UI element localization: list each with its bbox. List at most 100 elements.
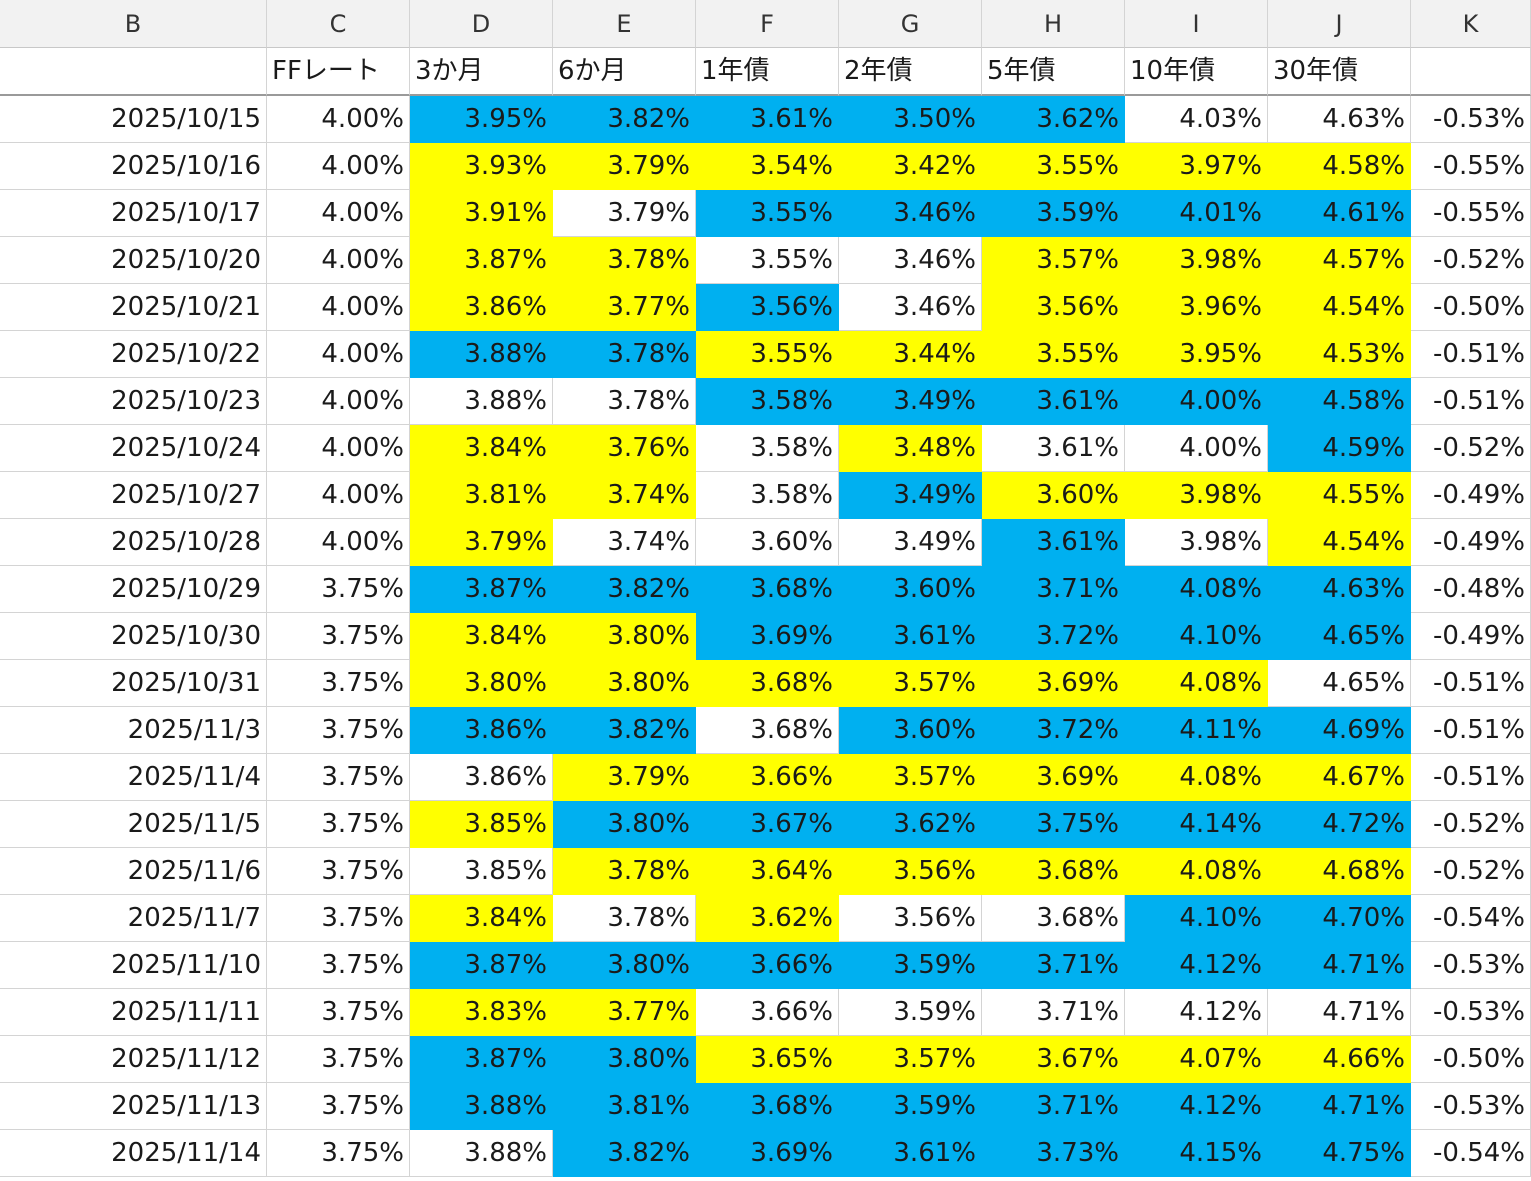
yield-cell-d[interactable]: 3.88% [410, 378, 553, 425]
ff-rate-cell[interactable]: 4.00% [267, 425, 410, 472]
spread-cell[interactable]: -0.50% [1411, 1036, 1531, 1083]
column-header-j[interactable]: J [1268, 0, 1411, 48]
yield-cell-h[interactable]: 3.75% [982, 801, 1125, 848]
spread-cell[interactable]: -0.51% [1411, 707, 1531, 754]
ff-rate-cell[interactable]: 3.75% [267, 1083, 410, 1130]
ff-rate-cell[interactable]: 3.75% [267, 707, 410, 754]
yield-cell-f[interactable]: 3.55% [696, 237, 839, 284]
yield-cell-d[interactable]: 3.85% [410, 801, 553, 848]
yield-cell-f[interactable]: 3.65% [696, 1036, 839, 1083]
ff-rate-cell[interactable]: 4.00% [267, 143, 410, 190]
yield-cell-f[interactable]: 3.68% [696, 707, 839, 754]
yield-cell-j[interactable]: 4.65% [1268, 613, 1411, 660]
spread-cell[interactable]: -0.52% [1411, 848, 1531, 895]
yield-cell-i[interactable]: 4.10% [1125, 895, 1268, 942]
date-cell[interactable]: 2025/10/21 [0, 284, 267, 331]
ff-rate-cell[interactable]: 4.00% [267, 472, 410, 519]
yield-cell-e[interactable]: 3.80% [553, 942, 696, 989]
date-cell[interactable]: 2025/11/6 [0, 848, 267, 895]
yield-cell-e[interactable]: 3.80% [553, 660, 696, 707]
date-cell[interactable]: 2025/10/15 [0, 96, 267, 143]
yield-cell-e[interactable]: 3.82% [553, 566, 696, 613]
date-cell[interactable]: 2025/11/12 [0, 1036, 267, 1083]
header-cell-h[interactable]: 5年債 [982, 48, 1125, 96]
yield-cell-i[interactable]: 3.96% [1125, 284, 1268, 331]
yield-cell-h[interactable]: 3.61% [982, 519, 1125, 566]
yield-cell-e[interactable]: 3.78% [553, 237, 696, 284]
ff-rate-cell[interactable]: 3.75% [267, 848, 410, 895]
ff-rate-cell[interactable]: 4.00% [267, 331, 410, 378]
yield-cell-j[interactable]: 4.65% [1268, 660, 1411, 707]
yield-cell-j[interactable]: 4.71% [1268, 989, 1411, 1036]
yield-cell-d[interactable]: 3.87% [410, 237, 553, 284]
yield-cell-e[interactable]: 3.78% [553, 331, 696, 378]
header-cell-b[interactable] [0, 48, 267, 96]
spread-cell[interactable]: -0.49% [1411, 613, 1531, 660]
yield-cell-e[interactable]: 3.80% [553, 801, 696, 848]
yield-cell-d[interactable]: 3.85% [410, 848, 553, 895]
yield-cell-j[interactable]: 4.67% [1268, 754, 1411, 801]
yield-cell-g[interactable]: 3.49% [839, 378, 982, 425]
yield-cell-j[interactable]: 4.75% [1268, 1130, 1411, 1177]
yield-cell-e[interactable]: 3.77% [553, 989, 696, 1036]
yield-cell-e[interactable]: 3.76% [553, 425, 696, 472]
yield-cell-d[interactable]: 3.87% [410, 1036, 553, 1083]
yield-cell-i[interactable]: 4.03% [1125, 96, 1268, 143]
date-cell[interactable]: 2025/11/7 [0, 895, 267, 942]
spread-cell[interactable]: -0.49% [1411, 472, 1531, 519]
yield-cell-d[interactable]: 3.95% [410, 96, 553, 143]
date-cell[interactable]: 2025/10/20 [0, 237, 267, 284]
yield-cell-j[interactable]: 4.72% [1268, 801, 1411, 848]
yield-cell-i[interactable]: 4.08% [1125, 848, 1268, 895]
yield-cell-d[interactable]: 3.86% [410, 284, 553, 331]
yield-cell-f[interactable]: 3.60% [696, 519, 839, 566]
date-cell[interactable]: 2025/11/5 [0, 801, 267, 848]
yield-cell-h[interactable]: 3.72% [982, 613, 1125, 660]
date-cell[interactable]: 2025/11/10 [0, 942, 267, 989]
yield-cell-h[interactable]: 3.73% [982, 1130, 1125, 1177]
yield-cell-i[interactable]: 4.14% [1125, 801, 1268, 848]
yield-cell-f[interactable]: 3.58% [696, 425, 839, 472]
date-cell[interactable]: 2025/10/16 [0, 143, 267, 190]
date-cell[interactable]: 2025/10/17 [0, 190, 267, 237]
yield-cell-h[interactable]: 3.57% [982, 237, 1125, 284]
column-header-d[interactable]: D [410, 0, 553, 48]
yield-cell-i[interactable]: 4.08% [1125, 660, 1268, 707]
yield-cell-j[interactable]: 4.59% [1268, 425, 1411, 472]
yield-cell-h[interactable]: 3.72% [982, 707, 1125, 754]
spread-cell[interactable]: -0.53% [1411, 942, 1531, 989]
ff-rate-cell[interactable]: 4.00% [267, 519, 410, 566]
yield-cell-f[interactable]: 3.66% [696, 989, 839, 1036]
date-cell[interactable]: 2025/11/14 [0, 1130, 267, 1177]
spread-cell[interactable]: -0.52% [1411, 425, 1531, 472]
header-cell-j[interactable]: 30年債 [1268, 48, 1411, 96]
column-header-c[interactable]: C [267, 0, 410, 48]
yield-cell-g[interactable]: 3.46% [839, 284, 982, 331]
yield-cell-e[interactable]: 3.78% [553, 378, 696, 425]
date-cell[interactable]: 2025/11/13 [0, 1083, 267, 1130]
yield-cell-d[interactable]: 3.93% [410, 143, 553, 190]
yield-cell-h[interactable]: 3.55% [982, 331, 1125, 378]
yield-cell-i[interactable]: 4.15% [1125, 1130, 1268, 1177]
spread-cell[interactable]: -0.53% [1411, 989, 1531, 1036]
yield-cell-h[interactable]: 3.71% [982, 566, 1125, 613]
yield-cell-j[interactable]: 4.58% [1268, 143, 1411, 190]
yield-cell-i[interactable]: 4.08% [1125, 566, 1268, 613]
date-cell[interactable]: 2025/11/3 [0, 707, 267, 754]
yield-cell-f[interactable]: 3.68% [696, 566, 839, 613]
yield-cell-f[interactable]: 3.66% [696, 754, 839, 801]
column-header-k[interactable]: K [1411, 0, 1531, 48]
date-cell[interactable]: 2025/11/11 [0, 989, 267, 1036]
yield-cell-e[interactable]: 3.82% [553, 96, 696, 143]
spread-cell[interactable]: -0.54% [1411, 895, 1531, 942]
yield-cell-g[interactable]: 3.61% [839, 1130, 982, 1177]
ff-rate-cell[interactable]: 3.75% [267, 1130, 410, 1177]
yield-cell-j[interactable]: 4.63% [1268, 96, 1411, 143]
yield-cell-e[interactable]: 3.82% [553, 707, 696, 754]
yield-cell-j[interactable]: 4.68% [1268, 848, 1411, 895]
spread-cell[interactable]: -0.51% [1411, 660, 1531, 707]
yield-cell-j[interactable]: 4.58% [1268, 378, 1411, 425]
yield-cell-g[interactable]: 3.42% [839, 143, 982, 190]
yield-cell-h[interactable]: 3.55% [982, 143, 1125, 190]
yield-cell-d[interactable]: 3.86% [410, 707, 553, 754]
